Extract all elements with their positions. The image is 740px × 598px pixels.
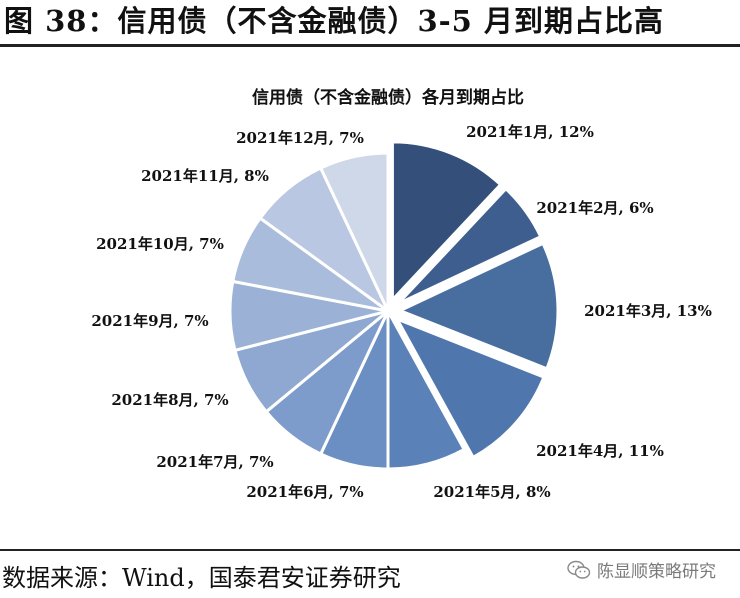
slice-label-5: 2021年5月, 8%	[433, 483, 550, 501]
source-note: 数据来源：Wind，国泰君安证券研究	[2, 564, 401, 592]
figure-title: 图 38：信用债（不含金融债）3-5 月到期占比高	[4, 4, 664, 38]
pie-slice-2	[396, 186, 543, 306]
title-divider	[0, 44, 740, 47]
slice-label-10: 2021年10月, 7%	[96, 235, 224, 253]
wechat-icon	[567, 560, 591, 579]
slice-label-7: 2021年7月, 7%	[156, 453, 273, 471]
slice-label-11: 2021年11月, 8%	[141, 167, 269, 185]
pie-slice-3	[396, 241, 560, 371]
pie-labels: 2021年1月, 12% 2021年2月, 6% 2021年3月, 13% 2021年…	[91, 123, 712, 501]
pie-chart: 信用债（不含金融债）各月到期占比 2021年1月, 12% 2021年2月, 6%…	[91, 87, 712, 501]
slice-label-12: 2021年12月, 7%	[236, 129, 364, 147]
slice-label-6: 2021年6月, 7%	[246, 483, 363, 501]
pie-slice-12	[318, 151, 390, 312]
slice-label-2: 2021年2月, 6%	[536, 199, 653, 217]
chart-title: 信用债（不含金融债）各月到期占比	[252, 87, 524, 108]
watermark-text: 陈显顺策略研究	[597, 562, 716, 582]
watermark: 陈显顺策略研究	[567, 557, 716, 582]
slice-label-8: 2021年8月, 7%	[111, 391, 228, 409]
slice-label-3: 2021年3月, 13%	[584, 302, 712, 320]
pie-slice-4	[393, 316, 546, 460]
slice-label-1: 2021年1月, 12%	[466, 123, 594, 141]
pie-slice-1	[390, 140, 503, 304]
slice-label-4: 2021年4月, 11%	[536, 442, 664, 460]
slice-label-9: 2021年9月, 7%	[91, 312, 208, 330]
footer-divider	[0, 549, 740, 551]
pie-slices	[228, 140, 560, 471]
